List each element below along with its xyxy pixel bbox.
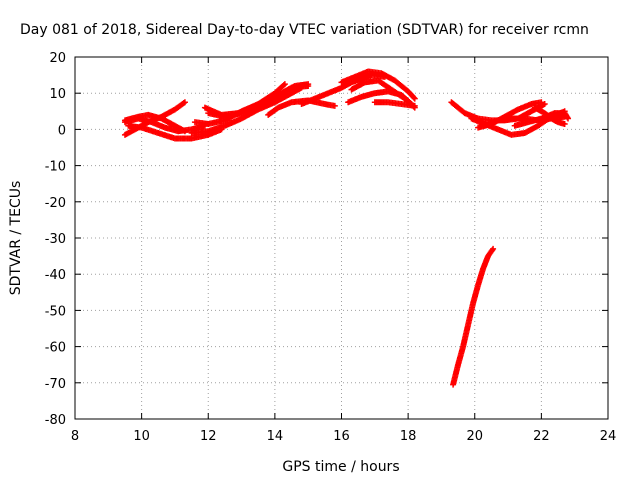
y-tick-label: -30: [45, 232, 66, 247]
data-series: [121, 68, 572, 388]
y-axis-title: SDTVAR / TECUs: [8, 181, 24, 296]
data-point: [411, 95, 418, 102]
y-tick-label: 10: [49, 87, 66, 102]
y-tick-label: -70: [45, 377, 66, 392]
axis-ticks: 8 10 12 14 16 18 20 22 24 20 10 0 -10 -20 -30 -40 -50 -60…: [45, 51, 617, 444]
x-axis-title: GPS time / hours: [282, 459, 399, 475]
data-point: [541, 101, 548, 108]
series-track-03: [125, 122, 225, 142]
data-point: [489, 247, 496, 254]
data-point: [181, 99, 188, 106]
x-tick-label: 14: [267, 429, 284, 444]
y-tick-label: -20: [45, 196, 66, 211]
series-track-20: [531, 104, 568, 127]
x-tick-label: 22: [533, 429, 550, 444]
x-tick-label: 18: [400, 429, 417, 444]
series-track-13: [345, 88, 415, 108]
chart-title: Day 081 of 2018, Sidereal Day-to-day VTE…: [20, 22, 589, 38]
x-tick-label: 12: [200, 429, 217, 444]
y-tick-label: -50: [45, 304, 66, 319]
series-track-11: [338, 68, 418, 102]
data-point: [561, 120, 568, 127]
y-tick-label: 20: [49, 51, 66, 66]
data-point: [305, 82, 312, 89]
series-track-09: [265, 97, 338, 118]
y-tick-label: -60: [45, 341, 66, 356]
data-point: [181, 128, 188, 135]
series-track-21: [450, 245, 497, 388]
x-tick-label: 16: [333, 429, 350, 444]
data-point: [280, 82, 287, 89]
x-tick-label: 24: [600, 429, 617, 444]
x-tick-label: 8: [71, 429, 79, 444]
data-point: [410, 94, 417, 101]
data-point: [411, 102, 418, 109]
y-tick-label: -10: [45, 160, 66, 175]
series-track-04: [121, 111, 188, 135]
data-point: [538, 99, 545, 106]
series-track-14: [371, 99, 418, 109]
data-point: [565, 115, 572, 122]
x-tick-label: 10: [133, 429, 150, 444]
y-tick-label: -40: [45, 268, 66, 283]
data-point: [180, 100, 187, 107]
y-tick-label: 0: [58, 123, 66, 138]
y-tick-label: -80: [45, 413, 66, 428]
series-track-05: [188, 84, 305, 137]
data-point: [490, 245, 497, 252]
series-track-08: [191, 81, 288, 127]
data-point: [331, 102, 338, 109]
x-tick-label: 20: [466, 429, 483, 444]
data-point: [281, 81, 288, 88]
